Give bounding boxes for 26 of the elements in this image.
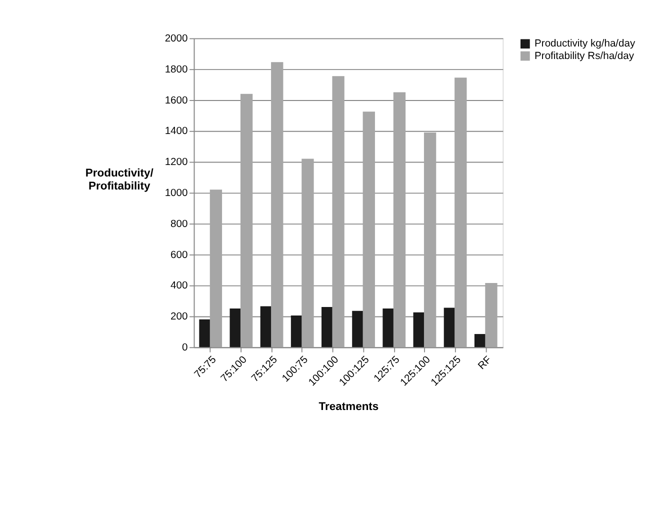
y-tick-label: 1800 [164,64,188,76]
y-tick-label: 1000 [164,188,188,199]
y-tick-label: 200 [170,312,188,323]
bar [210,190,222,348]
bar [332,76,344,348]
y-axis-title: Productivity/ Profitability [85,167,154,192]
y-tick-label: 1400 [164,126,188,138]
legend-label: Profitability Rs/ha/day [534,50,635,62]
bar [362,112,375,348]
bar [302,158,314,348]
bar [454,78,467,348]
y-tick-label: 2000 [164,34,188,45]
legend-label: Productivity kg/ha/day [534,38,636,50]
x-axis-title: Treatments [318,401,379,414]
y-tick-label: 800 [170,218,188,230]
y-tick-label: 1600 [164,95,188,106]
y-tick-label: 600 [170,250,188,261]
bar [424,132,436,348]
bar [240,94,253,348]
y-tick-label: 0 [182,342,188,354]
bar [485,283,498,348]
bar [393,92,406,348]
y-tick-label: 1200 [164,157,188,168]
bar [271,62,284,348]
x-tick-label: RF [476,354,494,372]
y-tick-label: 400 [170,280,188,292]
